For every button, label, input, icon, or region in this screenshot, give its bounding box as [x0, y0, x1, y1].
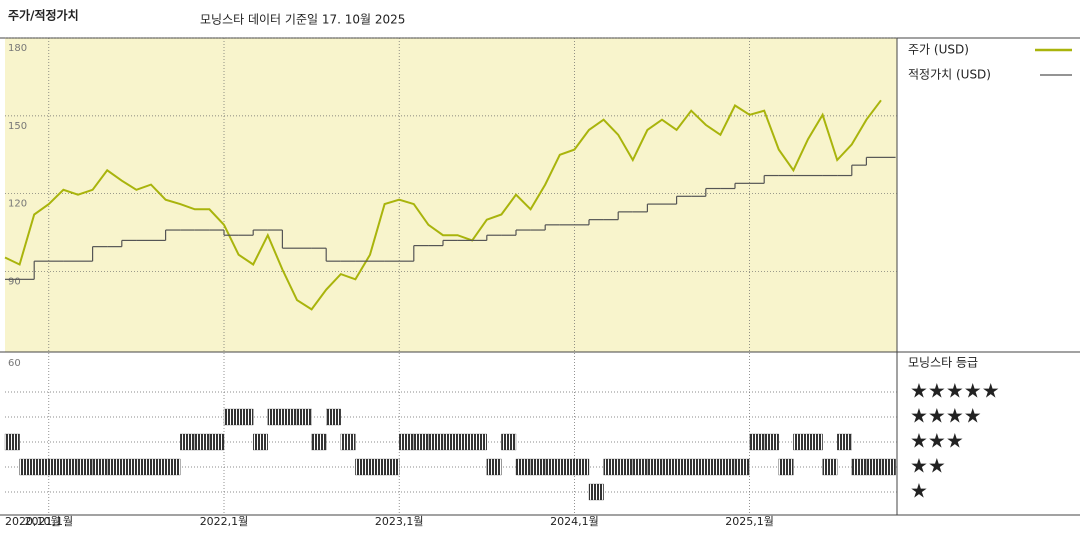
rating-bar	[530, 458, 546, 476]
rating-bar	[749, 433, 765, 451]
rating-level-label: ★★	[910, 454, 946, 478]
rating-bar	[150, 458, 166, 476]
rating-bar	[442, 433, 458, 451]
rating-bar	[691, 458, 706, 476]
rating-bar	[165, 458, 181, 476]
rating-bar	[822, 458, 838, 476]
x-tick-label: 2020,10월	[5, 515, 61, 528]
rating-bar	[807, 433, 823, 451]
rating-bar	[413, 433, 429, 451]
rating-bar	[253, 433, 268, 451]
rating-bar	[559, 458, 575, 476]
rating-level-label: ★★★★	[910, 404, 982, 428]
rating-bar	[837, 433, 852, 451]
rating-bar	[136, 458, 152, 476]
rating-bar	[661, 458, 677, 476]
rating-bar	[574, 458, 590, 476]
rating-bar	[296, 408, 312, 426]
rating-bar	[428, 433, 444, 451]
rating-bar	[764, 433, 779, 451]
rating-bar	[676, 458, 692, 476]
rating-bar	[880, 458, 896, 476]
rating-bar	[457, 433, 473, 451]
legend-label: 주가 (USD)	[908, 43, 969, 57]
chart-title: 주가/적정가치	[8, 8, 79, 23]
rating-bar	[486, 458, 502, 476]
rating-bar	[238, 408, 254, 426]
rating-bar	[48, 458, 64, 476]
rating-bar	[282, 408, 298, 426]
rating-bar	[632, 458, 648, 476]
rating-title: 모닝스타 등급	[908, 356, 978, 370]
x-tick-label: 2024,1월	[550, 515, 599, 528]
x-tick-label: 2022,1월	[200, 515, 249, 528]
y-tick-label: 90	[8, 277, 21, 288]
x-tick-label: 2021,1월	[24, 515, 73, 528]
rating-bar	[311, 433, 327, 451]
rating-bar	[63, 458, 79, 476]
rating-bar	[121, 458, 137, 476]
rating-bar	[369, 458, 385, 476]
y-tick-label: 180	[8, 43, 27, 54]
rating-bar	[515, 458, 531, 476]
legend-label: 적정가치 (USD)	[908, 68, 991, 82]
rating-axis-label: 60	[8, 358, 21, 369]
rating-bar	[4, 433, 20, 451]
plot-background	[5, 38, 897, 352]
rating-bar	[501, 433, 517, 451]
rating-bar	[472, 433, 487, 451]
x-tick-label: 2025,1월	[725, 515, 774, 528]
y-tick-label: 120	[8, 199, 27, 210]
rating-bar	[399, 433, 414, 451]
rating-bar	[793, 433, 809, 451]
rating-bar	[267, 408, 283, 426]
rating-bar	[705, 458, 721, 476]
rating-level-label: ★★★★★	[910, 379, 1000, 403]
rating-bar	[194, 433, 210, 451]
rating-bar	[19, 458, 35, 476]
rating-bar	[734, 458, 750, 476]
rating-bar	[851, 458, 867, 476]
rating-bar	[340, 433, 356, 451]
rating-bar	[720, 458, 736, 476]
rating-bar	[180, 433, 195, 451]
rating-bar	[92, 458, 108, 476]
rating-bar	[647, 458, 663, 476]
rating-bar	[326, 408, 341, 426]
rating-bar	[778, 458, 794, 476]
rating-bar	[384, 458, 400, 476]
chart-subtitle: 모닝스타 데이터 기준일 17. 10월 2025	[200, 13, 405, 27]
rating-bar	[355, 458, 371, 476]
rating-bar	[866, 458, 882, 476]
rating-bar	[588, 483, 604, 501]
rating-bar	[34, 458, 49, 476]
y-tick-label: 150	[8, 121, 27, 132]
rating-level-label: ★	[910, 479, 928, 503]
rating-bar	[209, 433, 225, 451]
rating-bar	[603, 458, 619, 476]
rating-bar	[618, 458, 633, 476]
rating-bar	[223, 408, 239, 426]
price-line	[4, 99, 882, 311]
rating-bar	[77, 458, 93, 476]
rating-bar	[107, 458, 122, 476]
rating-bar	[545, 458, 560, 476]
rating-level-label: ★★★	[910, 429, 964, 453]
x-tick-label: 2023,1월	[375, 515, 424, 528]
